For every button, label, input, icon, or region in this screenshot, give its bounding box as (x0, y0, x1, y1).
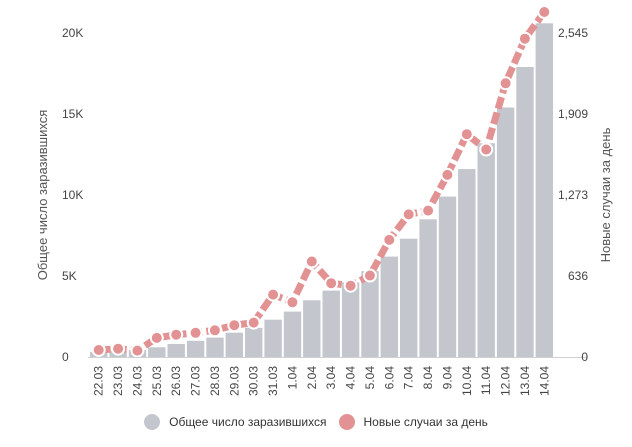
line-point[interactable] (207, 323, 222, 338)
line-point[interactable] (537, 5, 552, 19)
bar[interactable] (225, 332, 243, 357)
line-point[interactable] (246, 315, 261, 330)
bar[interactable] (322, 290, 340, 357)
x-tick-label: 12.04 (499, 366, 513, 396)
x-tick-label: 11.04 (479, 366, 493, 395)
x-tick-label: 4.04 (344, 366, 358, 390)
left-tick-label: 0 (62, 350, 69, 364)
legend-marker-icon (338, 414, 355, 430)
line-series-new-cases (91, 5, 552, 358)
right-axis-ticks: 0 636 1,273 1,909 2,545 (558, 26, 588, 364)
line-path (98, 9, 548, 355)
legend: Общее число заразившихся Новые случаи за… (0, 414, 632, 430)
left-axis-ticks: 0 5K 10K 15K 20K (62, 26, 83, 364)
bar[interactable] (496, 107, 515, 358)
line-point[interactable] (440, 167, 455, 182)
bar[interactable] (245, 327, 263, 357)
line-point[interactable] (324, 276, 339, 291)
x-tick-label: 23.03 (111, 366, 125, 396)
bar[interactable] (516, 67, 534, 357)
x-tick-label: 2.04 (305, 366, 319, 390)
bar[interactable] (477, 143, 495, 357)
bar[interactable] (148, 347, 166, 357)
bar[interactable] (167, 344, 185, 357)
line-point[interactable] (343, 278, 358, 293)
bar[interactable] (264, 319, 282, 357)
line-point[interactable] (382, 232, 397, 247)
line-point[interactable] (266, 287, 281, 302)
line-point[interactable] (401, 207, 416, 222)
x-tick-label: 8.04 (421, 366, 435, 390)
right-axis-title: Новые случаи за день (598, 127, 613, 262)
line-point[interactable] (421, 203, 436, 218)
legend-marker-icon (144, 414, 161, 430)
bar[interactable] (341, 282, 360, 358)
bar[interactable] (438, 196, 457, 357)
line-point[interactable] (169, 327, 184, 342)
line-point[interactable] (91, 343, 106, 357)
bar[interactable] (535, 23, 553, 358)
left-axis-title: Общее число заразившихся (35, 110, 50, 281)
x-tick-label: 29.03 (227, 366, 241, 396)
bar-series-total (90, 23, 553, 358)
x-tick-label: 14.04 (537, 366, 551, 396)
right-tick-label: 1,273 (558, 188, 588, 202)
x-tick-label: 3.04 (324, 366, 338, 390)
bar[interactable] (400, 238, 418, 357)
right-tick-label: 636 (568, 269, 588, 283)
line-point[interactable] (517, 31, 532, 46)
bar[interactable] (361, 271, 379, 357)
x-tick-label: 24.03 (130, 366, 144, 396)
x-tick-label: 26.03 (169, 366, 183, 396)
legend-item-total[interactable]: Общее число заразившихся (144, 414, 327, 430)
x-tick-label: 1.04 (285, 366, 299, 390)
line-point[interactable] (304, 254, 319, 269)
x-tick-label: 10.04 (460, 366, 474, 396)
right-tick-label: 0 (581, 350, 588, 364)
bar[interactable] (458, 169, 476, 357)
x-tick-label: 9.04 (440, 366, 454, 390)
line-point[interactable] (479, 142, 494, 157)
legend-label: Новые случаи за день (363, 415, 488, 429)
x-tick-label: 30.03 (247, 366, 261, 396)
left-tick-label: 10K (62, 188, 83, 202)
line-point[interactable] (498, 76, 513, 91)
line-point[interactable] (130, 343, 145, 358)
x-axis-ticks: 22.03 23.03 24.03 25.03 26.03 27.03 28.03 29.03… (92, 366, 552, 396)
x-tick-label: 5.04 (363, 366, 377, 390)
x-tick-label: 25.03 (150, 366, 164, 396)
x-tick-label: 13.04 (518, 366, 532, 396)
left-tick-label: 15K (62, 107, 83, 121)
legend-item-new-cases[interactable]: Новые случаи за день (338, 414, 488, 430)
line-point[interactable] (149, 330, 164, 345)
line-point[interactable] (227, 318, 242, 333)
line-point[interactable] (362, 268, 377, 283)
legend-label: Общее число заразившихся (169, 415, 327, 429)
bar[interactable] (186, 340, 205, 357)
x-tick-label: 22.03 (92, 366, 106, 396)
bar[interactable] (419, 219, 437, 357)
line-point[interactable] (285, 295, 300, 310)
x-tick-label: 31.03 (266, 366, 280, 396)
right-tick-label: 1,909 (558, 107, 588, 121)
left-tick-label: 5K (62, 269, 77, 283)
bar[interactable] (303, 300, 321, 357)
x-tick-label: 27.03 (189, 366, 203, 396)
bar[interactable] (206, 337, 224, 357)
x-tick-label: 7.04 (402, 366, 416, 390)
x-tick-label: 6.04 (382, 366, 396, 390)
right-tick-label: 2,545 (558, 26, 588, 40)
x-tick-label: 28.03 (208, 366, 222, 396)
bar[interactable] (283, 311, 302, 357)
line-point[interactable] (111, 341, 126, 356)
bar[interactable] (380, 256, 398, 357)
line-point[interactable] (188, 325, 203, 340)
left-tick-label: 20K (62, 26, 83, 40)
line-point[interactable] (459, 127, 474, 142)
chart-canvas: 0 5K 10K 15K 20K 0 636 1,273 1,909 2,545 22.03 23… (35, 5, 613, 396)
